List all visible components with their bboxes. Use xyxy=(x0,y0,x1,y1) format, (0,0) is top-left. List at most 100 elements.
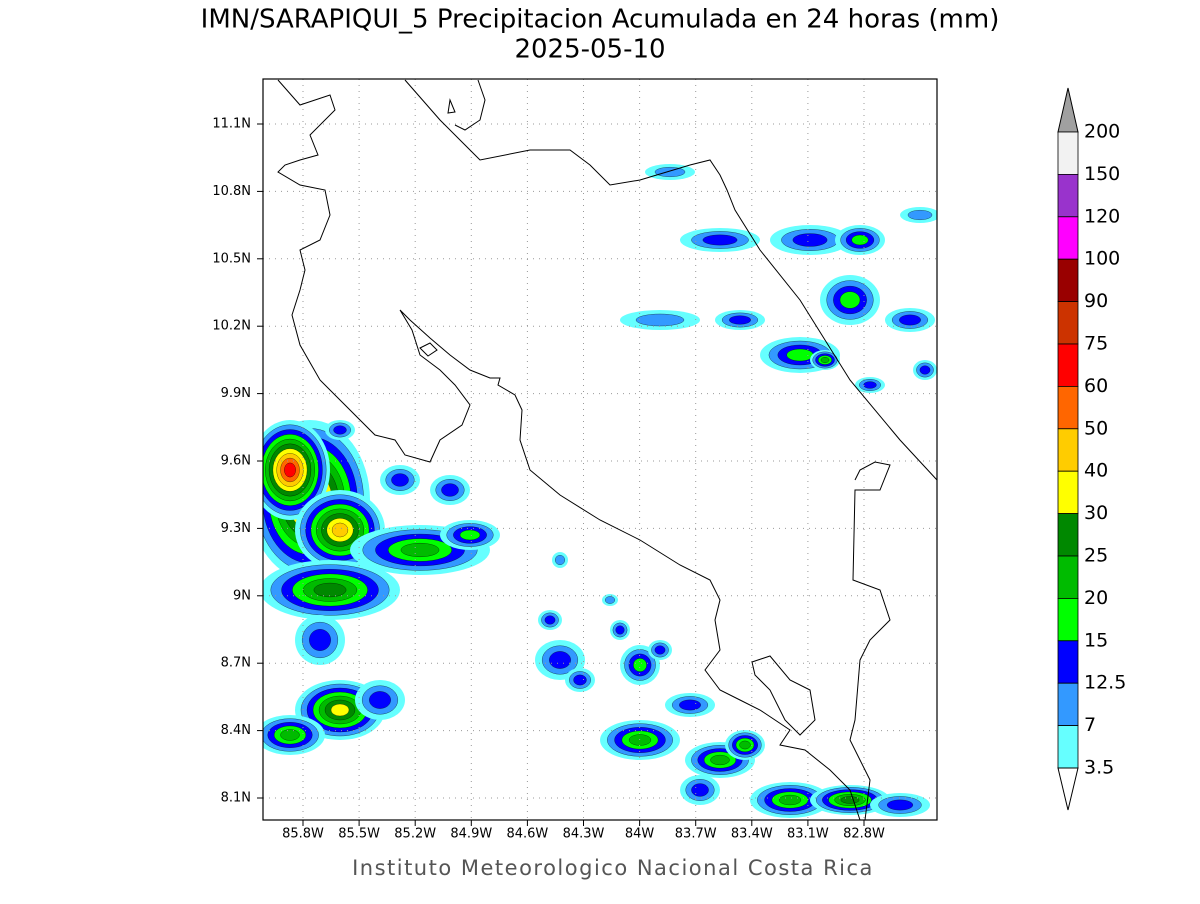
precip-cell xyxy=(792,233,828,247)
precip-cell xyxy=(284,462,296,478)
colorbar-bin xyxy=(1057,173,1079,218)
colorbar-label: 200 xyxy=(1084,121,1120,143)
colorbar-bin xyxy=(1057,682,1079,727)
title: IMN/SARAPIQUI_5 Precipitacion Acumulada … xyxy=(201,5,1000,35)
lon-label: 83.1W xyxy=(787,827,829,842)
colorbar-bin xyxy=(1057,640,1079,684)
precip-cell xyxy=(309,629,331,651)
precip-cell xyxy=(729,315,751,325)
precip-cell xyxy=(615,625,625,635)
border xyxy=(849,461,891,820)
precip-cell xyxy=(313,582,347,598)
map-frame xyxy=(262,78,938,821)
lat-label: 8.7N xyxy=(221,656,251,671)
coastlines xyxy=(277,79,937,820)
precip-cell xyxy=(899,314,921,326)
colorbar-cap xyxy=(1057,767,1079,811)
colorbar-bin xyxy=(1057,301,1079,345)
coastline xyxy=(751,655,816,736)
precip-field xyxy=(263,164,937,818)
colorbar-bin xyxy=(1057,513,1079,557)
lon-label: 83.4W xyxy=(731,827,773,842)
precip-cell xyxy=(710,754,730,766)
precip-cell xyxy=(820,357,830,363)
precip-cell xyxy=(786,348,814,362)
colorbar-bin xyxy=(1057,258,1079,303)
lon-label: 84W xyxy=(625,827,655,842)
colorbar-label: 60 xyxy=(1084,375,1108,397)
coastline xyxy=(277,79,861,820)
precip-cell xyxy=(400,543,440,557)
lon-label: 82.8W xyxy=(843,827,885,842)
lon-label: 85.8W xyxy=(282,827,324,842)
precip-cell xyxy=(628,734,652,746)
precip-cell xyxy=(441,483,459,497)
precip-cell xyxy=(331,522,349,538)
colorbar-label: 90 xyxy=(1084,290,1108,312)
lat-label: 8.4N xyxy=(221,723,251,738)
colorbar-label: 40 xyxy=(1084,460,1108,482)
coastline xyxy=(454,79,486,131)
colorbar-label: 3.5 xyxy=(1084,757,1114,779)
lat-label: 10.5N xyxy=(212,251,251,266)
precip-cell xyxy=(280,729,300,741)
precip-cell xyxy=(369,691,391,709)
coastline xyxy=(419,98,456,357)
precip-cell xyxy=(863,381,877,389)
precip-cell xyxy=(919,365,931,375)
colorbar-bin xyxy=(1057,428,1079,472)
precip-cell xyxy=(691,783,709,797)
colorbar: 200 150 120 100 90 75 60 50 40 30 25 20 15 12.5 7 3.5 xyxy=(1057,87,1126,811)
precip-cell xyxy=(333,425,347,435)
lat-label: 10.2N xyxy=(212,319,251,334)
colorbar-label: 120 xyxy=(1084,205,1120,227)
precip-cell xyxy=(839,291,861,309)
precip-cell xyxy=(573,674,587,686)
precip-cell xyxy=(555,555,565,565)
colorbar-bin xyxy=(1057,470,1079,515)
lon-label: 84.6W xyxy=(506,827,548,842)
colorbar-bin xyxy=(1057,385,1079,430)
lon-label: 84.3W xyxy=(563,827,605,842)
colorbar-label: 20 xyxy=(1084,587,1108,609)
lat-label: 9.9N xyxy=(221,386,251,401)
colorbar-label: 75 xyxy=(1084,333,1108,355)
colorbar-bin xyxy=(1057,131,1079,175)
grid: 11.1N 10.8N 10.5N 10.2N 9.9N 9.6N 9.3N 9N 8.7N 8.… xyxy=(212,79,937,842)
colorbar-label: 150 xyxy=(1084,163,1120,185)
colorbar-label: 12.5 xyxy=(1084,672,1126,694)
colorbar-label: 50 xyxy=(1084,417,1108,439)
precip-cell xyxy=(330,703,350,717)
lon-label: 85.5W xyxy=(338,827,380,842)
precip-cell xyxy=(635,313,685,327)
precip-cell xyxy=(459,529,481,541)
precip-cell xyxy=(633,658,647,672)
lat-label: 11.1N xyxy=(212,117,251,132)
colorbar-bin xyxy=(1057,343,1079,387)
precip-cell xyxy=(391,473,409,487)
precip-cell xyxy=(907,210,933,220)
precip-cell xyxy=(739,740,751,750)
colorbar-bin xyxy=(1057,555,1079,599)
lat-label: 9.3N xyxy=(221,521,251,536)
colorbar-label: 30 xyxy=(1084,502,1108,524)
colorbar-bin xyxy=(1057,598,1079,642)
lat-label: 9.6N xyxy=(221,454,251,469)
subtitle: 2025-05-10 xyxy=(514,35,665,65)
precip-cell xyxy=(702,234,738,246)
precip-cell xyxy=(840,796,860,804)
precip-cell xyxy=(886,799,914,811)
lon-label: 84.9W xyxy=(450,827,492,842)
lat-label: 10.8N xyxy=(212,184,251,199)
colorbar-label: 25 xyxy=(1084,545,1108,567)
lat-label: 8.1N xyxy=(221,791,251,806)
lon-label: 85.2W xyxy=(394,827,436,842)
precip-cell xyxy=(679,699,701,711)
precip-cell xyxy=(778,794,802,806)
footer: Instituto Meteorologico Nacional Costa R… xyxy=(352,856,874,880)
colorbar-label: 7 xyxy=(1084,714,1096,736)
precip-cell xyxy=(654,645,666,655)
colorbar-label: 100 xyxy=(1084,248,1120,270)
border xyxy=(404,79,937,481)
